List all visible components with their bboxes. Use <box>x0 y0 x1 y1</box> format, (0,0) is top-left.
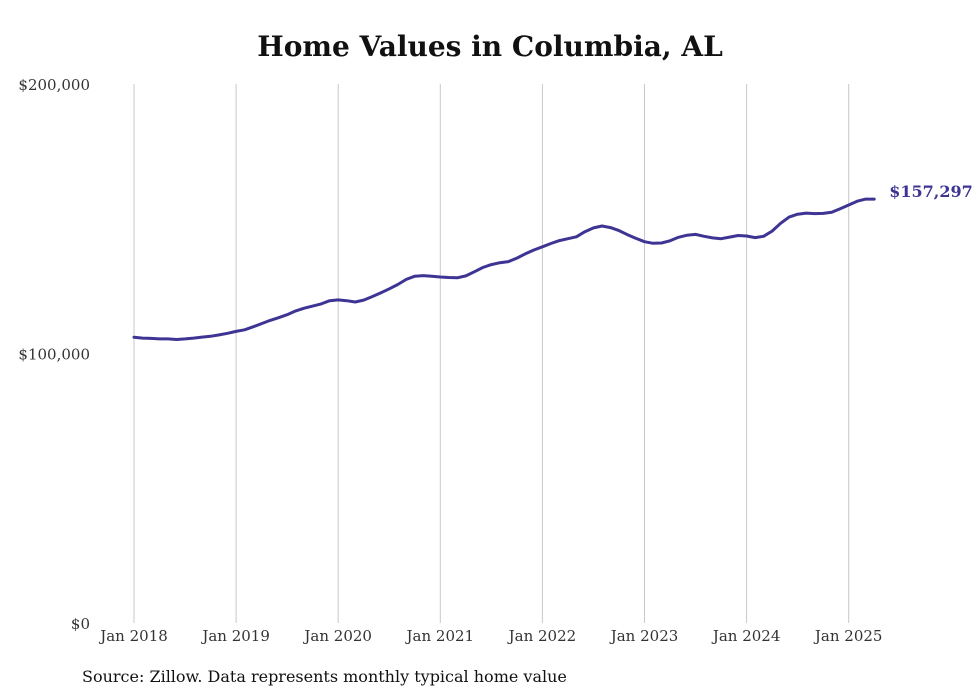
chart-title: Home Values in Columbia, AL <box>257 30 723 63</box>
x-tick-label: Jan 2019 <box>200 627 270 645</box>
x-tick-label: Jan 2022 <box>507 627 577 645</box>
y-tick-label: $200,000 <box>18 76 90 94</box>
x-tick-label: Jan 2024 <box>711 627 781 645</box>
y-tick-label: $100,000 <box>18 346 90 364</box>
x-tick-label: Jan 2020 <box>302 627 372 645</box>
x-tick-label: Jan 2023 <box>609 627 679 645</box>
x-tick-label: Jan 2021 <box>405 627 475 645</box>
source-note: Source: Zillow. Data represents monthly … <box>82 667 567 686</box>
end-value-label: $157,297 <box>889 182 973 201</box>
y-tick-label: $0 <box>71 615 90 633</box>
series-line <box>132 197 876 341</box>
x-tick-label: Jan 2018 <box>98 627 168 645</box>
x-tick-label: Jan 2025 <box>813 627 883 645</box>
